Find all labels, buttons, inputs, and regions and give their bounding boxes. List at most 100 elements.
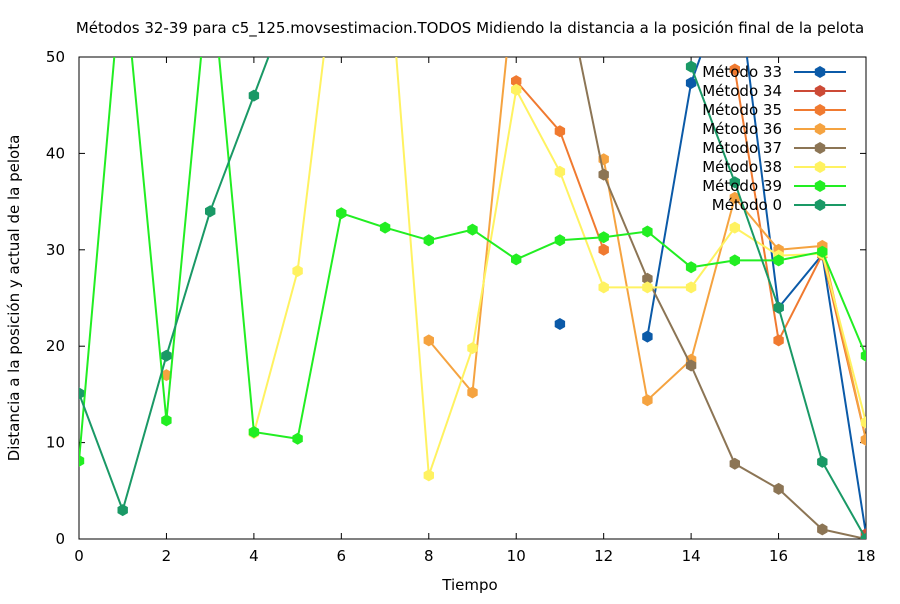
data-point <box>817 245 828 258</box>
data-point <box>860 533 866 539</box>
data-point <box>467 386 478 399</box>
data-point <box>860 433 866 446</box>
x-axis-label: Tiempo <box>441 576 497 594</box>
y-tick-label: 40 <box>46 144 65 162</box>
data-point <box>685 281 697 294</box>
data-point <box>467 342 478 355</box>
data-point <box>642 272 653 285</box>
data-point <box>79 387 85 400</box>
legend-marker <box>814 123 826 135</box>
x-tick-label: 2 <box>162 547 172 565</box>
data-point <box>773 482 784 495</box>
data-point <box>817 523 828 536</box>
x-tick-label: 4 <box>249 547 259 565</box>
data-point <box>511 253 522 266</box>
data-point <box>117 504 128 517</box>
data-point <box>729 176 740 189</box>
data-point <box>773 254 784 267</box>
series-group <box>79 57 866 539</box>
series-line <box>428 57 508 394</box>
data-point <box>729 63 740 76</box>
x-tick-label: 0 <box>74 547 84 565</box>
data-point <box>161 369 172 382</box>
data-point <box>554 125 566 138</box>
data-point <box>423 469 434 482</box>
data-point <box>642 394 653 407</box>
series-line <box>79 57 270 512</box>
data-point <box>642 281 653 294</box>
data-point <box>511 75 522 88</box>
series-group <box>79 57 866 467</box>
data-point <box>860 349 866 362</box>
x-tick-label: 14 <box>682 547 701 565</box>
data-point <box>379 221 391 234</box>
data-point <box>554 318 566 330</box>
data-point <box>729 191 740 204</box>
data-point <box>423 334 434 347</box>
data-point <box>729 457 740 470</box>
y-tick-label: 0 <box>55 530 65 548</box>
data-point <box>729 254 740 267</box>
legend-marker <box>814 142 826 154</box>
legend-label: Método 33 <box>702 63 782 81</box>
y-tick-label: 20 <box>46 337 65 355</box>
data-point <box>598 231 609 244</box>
x-tick-label: 8 <box>424 547 434 565</box>
data-point <box>248 426 260 438</box>
x-tick-label: 12 <box>594 547 613 565</box>
x-tick-label: 16 <box>769 547 788 565</box>
data-point <box>598 281 609 294</box>
data-point <box>729 221 740 234</box>
legend-label: Método 39 <box>702 177 782 195</box>
legend-label: Método 34 <box>702 82 782 100</box>
series-line <box>646 57 866 535</box>
data-point <box>685 359 697 372</box>
y-axis-label: Distancia a la posición y actual de la p… <box>5 135 23 462</box>
data-point <box>642 330 653 343</box>
plot-frame <box>78 56 867 540</box>
data-point <box>554 165 566 178</box>
data-point <box>685 77 697 89</box>
data-point <box>467 223 478 236</box>
data-point <box>205 205 216 218</box>
series-line <box>578 57 866 539</box>
data-point <box>860 416 866 429</box>
data-point <box>161 349 172 362</box>
data-series <box>79 57 866 539</box>
data-point <box>554 234 566 247</box>
data-point <box>773 334 784 347</box>
data-point <box>511 83 522 96</box>
data-point <box>161 414 172 427</box>
data-point <box>642 225 653 238</box>
data-point <box>817 455 828 468</box>
x-tick-label: 6 <box>337 547 347 565</box>
legend-marker <box>814 104 826 116</box>
data-point <box>423 234 434 247</box>
chart-title: Métodos 32-39 para c5_125.movsestimacion… <box>76 19 864 38</box>
legend-label: Método 36 <box>702 120 782 138</box>
axis-ticks: 0 2 4 6 8 10 12 14 16 18 0 10 20 30 40 50 <box>46 48 876 565</box>
legend-marker <box>814 199 826 211</box>
legend-marker <box>814 66 826 78</box>
legend-label: Método 35 <box>702 101 782 119</box>
data-point <box>773 301 784 314</box>
data-point <box>336 207 347 220</box>
series-group <box>578 57 866 539</box>
data-point <box>292 432 303 445</box>
legend-marker <box>814 180 826 192</box>
x-tick-label: 18 <box>856 547 875 565</box>
y-tick-label: 50 <box>46 48 65 66</box>
data-point <box>79 454 85 467</box>
data-point <box>598 168 609 181</box>
data-point <box>685 261 697 274</box>
y-tick-label: 10 <box>46 434 65 452</box>
data-point <box>292 265 303 277</box>
legend-label: Método 0 <box>712 196 782 214</box>
data-point <box>685 60 697 73</box>
data-point <box>248 89 260 102</box>
legend-marker <box>814 85 826 97</box>
legend-label: Método 38 <box>702 158 782 176</box>
x-tick-label: 10 <box>507 547 526 565</box>
